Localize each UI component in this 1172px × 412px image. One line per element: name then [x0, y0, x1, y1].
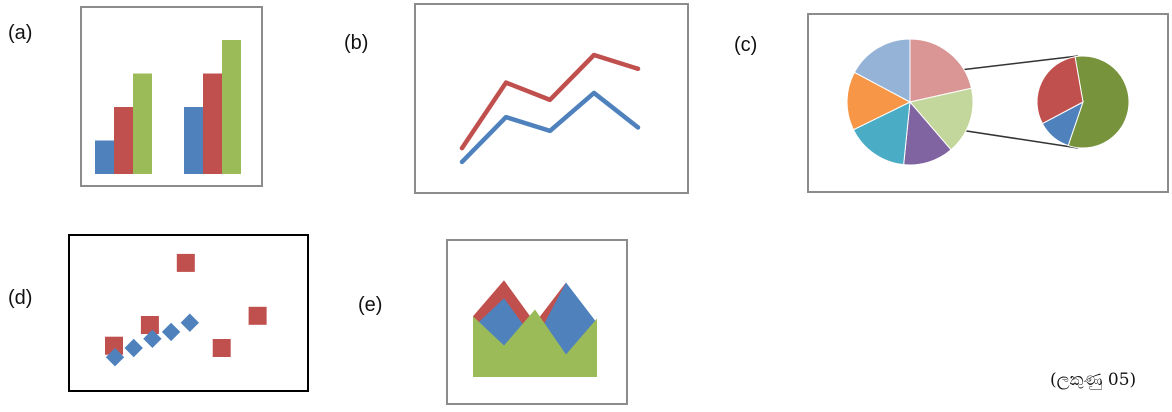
chart-c-connector-bottom [959, 129, 1079, 149]
chart-c-main-slice-6 [853, 38, 911, 103]
chart-d-square-point-2 [140, 316, 159, 334]
chart-a-bar [80, 6, 263, 187]
label-a: (a) [8, 22, 33, 44]
label-c: (c) [734, 34, 758, 56]
chart-a-bar-s3-c2 [222, 40, 241, 174]
label-b: (b) [344, 32, 369, 54]
chart-a-bar-s1-c1 [95, 140, 114, 174]
chart-d-scatter [68, 234, 309, 392]
chart-d-square-point-1 [105, 336, 123, 355]
chart-b-line [414, 3, 689, 194]
chart-d-square-point-3 [176, 253, 195, 272]
chart-e-area [446, 239, 628, 405]
chart-a-bar-s3-c1 [133, 73, 152, 174]
chart-a-bar-s2-c2 [203, 73, 222, 174]
chart-c-detail-slice-3 [1036, 56, 1084, 125]
chart-a-bar-s2-c1 [114, 107, 133, 174]
label-e: (e) [358, 294, 383, 316]
chart-d-square-point-5 [248, 306, 267, 325]
chart-c-main-slice-1 [909, 38, 973, 103]
chart-e-series-3-area [473, 309, 597, 377]
chart-c-pie-of-pie [807, 13, 1169, 193]
chart-a-bar-s1-c2 [184, 107, 203, 174]
chart-d-square-point-4 [212, 339, 231, 357]
chart-b-series-2-line [459, 90, 641, 165]
chart-c-main-slice-4 [852, 101, 911, 166]
label-d: (d) [8, 287, 33, 309]
chart-c-main-slice-5 [846, 71, 912, 131]
marks-caption: (ලකුණු 05) [1050, 370, 1137, 390]
chart-b-series-1-line [459, 52, 641, 151]
chart-c-detail-slice-1 [1067, 55, 1130, 149]
chart-c-main-slice-2 [909, 87, 974, 151]
chart-d-diamond-point-2 [124, 338, 143, 358]
chart-c-connector-top [959, 55, 1079, 71]
